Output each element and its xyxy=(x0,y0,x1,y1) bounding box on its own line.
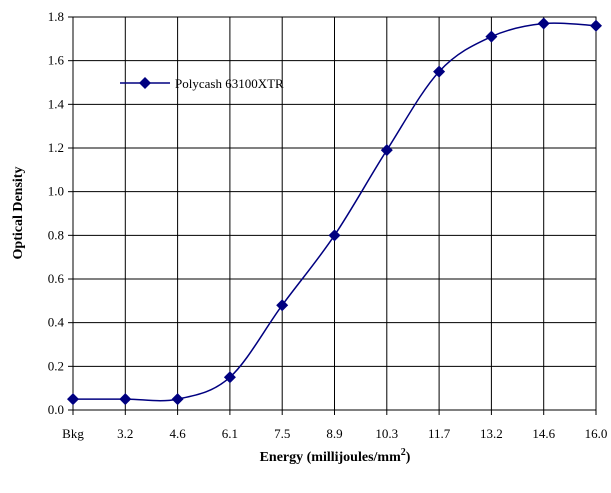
x-tick-label: 14.6 xyxy=(532,426,555,441)
x-axis-title-suffix: ) xyxy=(406,450,411,465)
x-tick-label: 11.7 xyxy=(428,426,451,441)
legend-marker-diamond-icon xyxy=(139,77,151,89)
data-point-diamond xyxy=(67,393,79,406)
data-point-diamond xyxy=(276,299,289,312)
legend: Polycash 63100XTR xyxy=(120,76,284,91)
x-axis-title-main: Energy (millijoules/mm xyxy=(260,450,401,465)
y-tick-label: 0.4 xyxy=(48,315,65,330)
y-tick-label: 0.2 xyxy=(48,358,64,373)
y-tick-label: 1.6 xyxy=(48,53,65,68)
data-point-diamond xyxy=(328,229,341,242)
data-point-diamond xyxy=(433,65,446,78)
x-tick-label: 16.0 xyxy=(585,426,608,441)
y-tick-label: 1.0 xyxy=(48,184,64,199)
x-tick-label: Bkg xyxy=(62,426,84,441)
series-layer xyxy=(67,17,602,406)
x-tick-label: 6.1 xyxy=(222,426,238,441)
x-tick-label: 13.2 xyxy=(480,426,503,441)
x-axis-title: Energy (millijoules/mm2) xyxy=(260,447,411,465)
y-tick-label: 0.8 xyxy=(48,227,64,242)
legend-label: Polycash 63100XTR xyxy=(175,76,284,91)
y-tick-label: 1.4 xyxy=(48,96,65,111)
y-tick-label: 0.6 xyxy=(48,271,65,286)
x-tick-label: 4.6 xyxy=(169,426,186,441)
gridlines xyxy=(68,16,597,415)
tick-labels: Bkg 3.2 4.6 6.1 7.5 8.9 10.3 11.7 13.2 14.6 16.0 0.… xyxy=(48,9,608,441)
y-tick-label: 0.0 xyxy=(48,402,64,417)
x-axis-title-superscript: 2 xyxy=(401,447,406,458)
data-point-diamond xyxy=(223,371,236,384)
data-point-diamond xyxy=(119,393,132,406)
y-axis-title: Optical Density xyxy=(11,167,26,260)
x-tick-label: 10.3 xyxy=(375,426,398,441)
x-tick-label: 8.9 xyxy=(326,426,342,441)
data-point-diamond xyxy=(485,30,498,43)
data-point-diamond xyxy=(171,393,184,406)
y-tick-label: 1.8 xyxy=(48,9,64,24)
data-point-diamond xyxy=(537,17,550,30)
data-point-diamond xyxy=(590,19,602,32)
y-tick-label: 1.2 xyxy=(48,140,64,155)
x-tick-label: 3.2 xyxy=(117,426,133,441)
x-tick-label: 7.5 xyxy=(274,426,290,441)
data-point-diamond xyxy=(380,144,393,157)
